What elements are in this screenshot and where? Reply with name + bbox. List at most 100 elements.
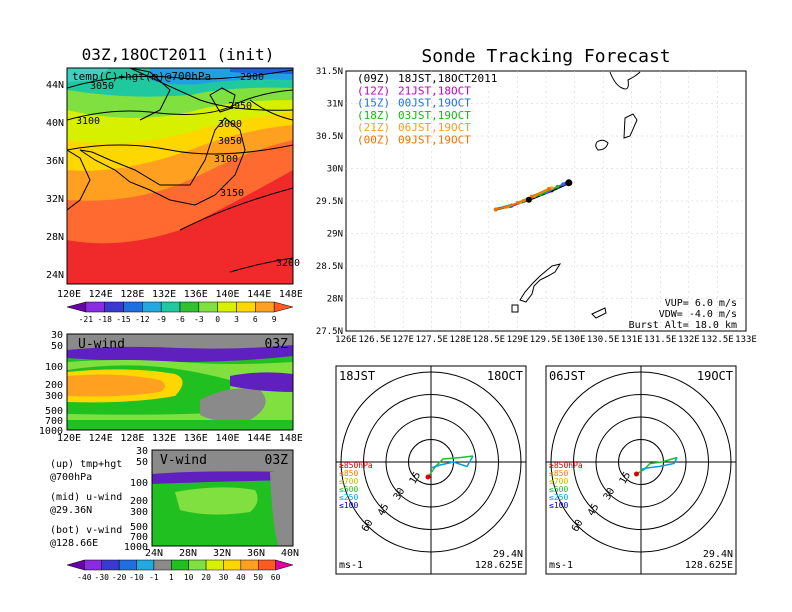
colorbar-swatch xyxy=(85,301,105,313)
side-note: (mid) u-wind xyxy=(50,492,122,503)
y-tick-label: 36N xyxy=(46,156,64,167)
colorbar-swatch xyxy=(153,559,172,571)
y-tick-label: 1000 xyxy=(124,542,148,553)
altitude-legend-item: ≤500 xyxy=(549,485,568,494)
y-tick-label: 1000 xyxy=(39,426,63,437)
hodograph-start-point xyxy=(425,474,431,480)
island xyxy=(623,113,638,139)
colorbar-swatch xyxy=(236,301,256,313)
colorbar-swatch xyxy=(84,559,103,571)
colorbar-tick: -15 xyxy=(116,315,131,324)
ring-label: 30 xyxy=(392,486,408,502)
x-tick-label: 132E xyxy=(152,433,176,444)
ring-label: 60 xyxy=(570,518,586,534)
hodograph-line xyxy=(640,457,678,471)
colorbar-tick: 3 xyxy=(234,315,239,324)
contour-label: 3050 xyxy=(218,136,242,147)
legend-code: (09Z) xyxy=(357,72,390,85)
sonde-tracking-map: 126E 126.5E 127E 127.5E 128E 128.5E 129E 129.5E… xyxy=(316,67,757,345)
x-tick-label: 136E xyxy=(184,433,208,444)
ring-label: 60 xyxy=(360,518,376,534)
colorbar-swatch xyxy=(188,559,207,571)
x-tick-label: 132E xyxy=(152,289,176,300)
contour-label: 2900 xyxy=(240,72,264,83)
contour-label: 3100 xyxy=(76,116,100,127)
x-tick-label: 127.5E xyxy=(415,335,448,345)
y-tick-label: 31N xyxy=(327,100,343,110)
x-tick-label: 132.5E xyxy=(701,335,734,345)
sonde-track-point xyxy=(555,184,560,189)
colorbar-tick: 9 xyxy=(272,315,277,324)
y-tick-label: 40N xyxy=(46,118,64,129)
altitude-legend-item: ≤250 xyxy=(549,493,568,502)
note-burst: Burst Alt= 18.0 km xyxy=(629,320,737,331)
colorbar-tick: -30 xyxy=(95,573,110,582)
y-tick-label: 30.5N xyxy=(316,132,343,142)
y-tick-label: 300 xyxy=(45,391,63,402)
sonde-mid-point xyxy=(525,196,532,203)
x-tick-label: 129E xyxy=(507,335,529,345)
wind-colorbar: -40 -30 -20 -10 -1 1 10 20 30 40 50 60 xyxy=(66,559,294,582)
x-tick-label: 133E xyxy=(735,335,757,345)
colorbar-tick: -6 xyxy=(175,315,185,324)
colorbar-tick: 0 xyxy=(215,315,220,324)
x-tick-label: 32N xyxy=(213,548,231,559)
sonde-track-point xyxy=(561,182,565,186)
map-overlay-label: temp(C)+hgt(m)@700hPa xyxy=(72,70,211,83)
u-wind-title: U-wind xyxy=(78,337,125,352)
hodograph-title-left: 06JST xyxy=(549,369,585,383)
ring-label: 15 xyxy=(408,470,424,486)
sonde-track-point xyxy=(549,186,554,190)
legend-code: (18Z) xyxy=(357,109,390,122)
u-wind-time: 03Z xyxy=(265,337,289,352)
altitude-legend-item: ≥850hPa xyxy=(339,461,373,470)
sonde-notes: VUP= 6.0 m/s VDW= -4.0 m/s Burst Alt= 18… xyxy=(629,298,737,331)
contour-label: 3050 xyxy=(90,81,114,92)
v-wind-title: V-wind xyxy=(160,453,207,468)
colorbar-swatch xyxy=(205,559,224,571)
colorbar-tick: -12 xyxy=(135,315,150,324)
x-tick-label: 140E xyxy=(215,289,239,300)
altitude-legend-item: ≤250 xyxy=(339,493,358,502)
hodograph-title-right: 18OCT xyxy=(487,369,523,383)
hodograph-line xyxy=(636,456,678,475)
colorbar-tick: -9 xyxy=(156,315,166,324)
legend-text: 18JST,18OCT2011 xyxy=(398,72,497,85)
y-tick-label: 29N xyxy=(327,230,343,240)
colorbar-swatch xyxy=(118,559,137,571)
colorbar-tick: -40 xyxy=(77,573,92,582)
y-tick-label: 50 xyxy=(136,457,148,468)
colorbar-swatch xyxy=(123,301,143,313)
island xyxy=(595,139,609,151)
colorbar-tick: 50 xyxy=(253,573,263,582)
altitude-legend-item: ≤500 xyxy=(339,485,358,494)
coastline xyxy=(609,71,641,90)
colorbar-tick: -3 xyxy=(194,315,204,324)
ring-label: 45 xyxy=(586,502,602,518)
x-tick-label: 140E xyxy=(215,433,239,444)
y-tick-label: 700 xyxy=(130,532,148,543)
y-tick-label: 30 xyxy=(136,446,148,457)
legend-text: 03JST,19OCT xyxy=(398,109,471,122)
contour-label: 3100 xyxy=(214,154,238,165)
sonde-track-point xyxy=(493,207,498,212)
x-tick-label: 131.5E xyxy=(644,335,677,345)
note-vdw: VDW= -4.0 m/s xyxy=(659,309,737,320)
x-tick-label: 136E xyxy=(184,289,208,300)
x-tick-label: 132E xyxy=(678,335,700,345)
hodograph-title-right: 19OCT xyxy=(697,369,733,383)
altitude-legend-item: ≥850hPa xyxy=(549,461,583,470)
side-note: (up) tmp+hgt xyxy=(50,459,122,470)
ring-label: 15 xyxy=(618,470,634,486)
hodograph-unit: ms-1 xyxy=(339,560,363,571)
sonde-track-point xyxy=(504,205,508,209)
side-note: @29.36N xyxy=(50,505,92,516)
y-tick-label: 28.5N xyxy=(316,262,343,272)
colorbar-tick: -20 xyxy=(112,573,127,582)
hodograph-lat: 29.4N xyxy=(703,549,733,560)
colorbar-swatch xyxy=(101,559,120,571)
